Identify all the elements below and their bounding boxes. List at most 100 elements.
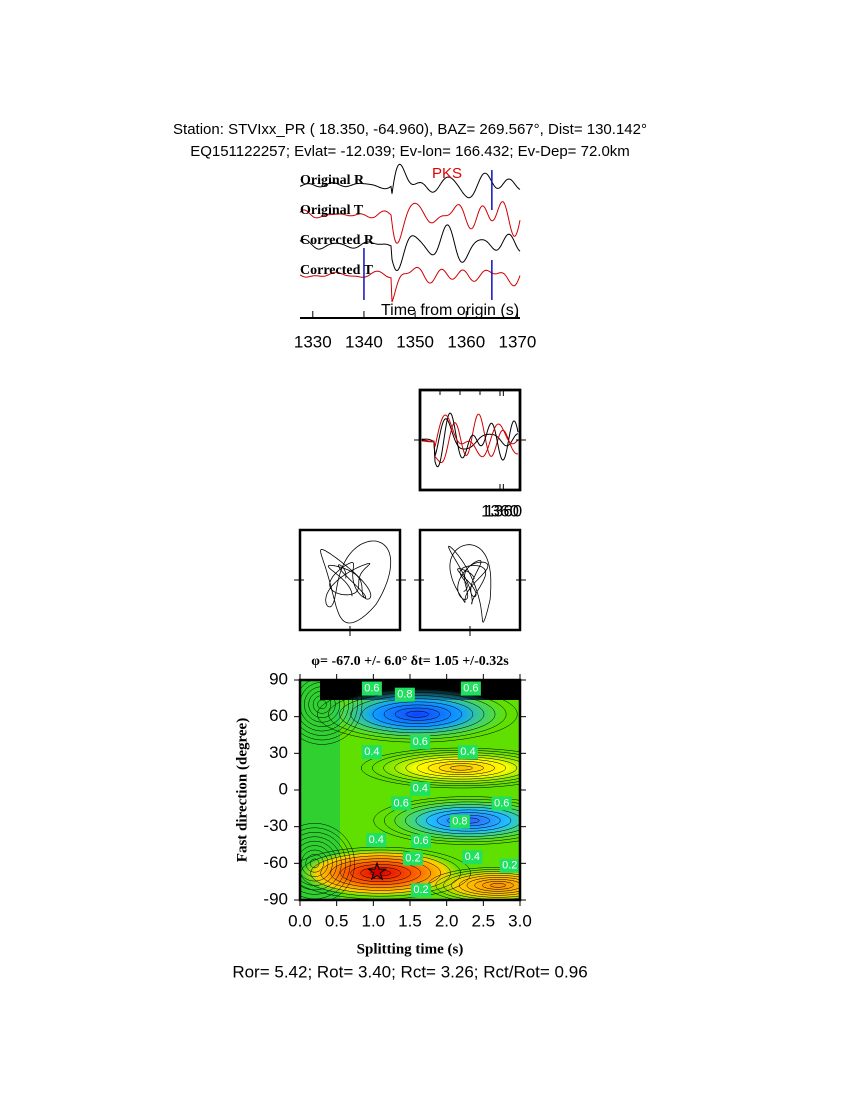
contour-line [300, 823, 355, 900]
y-axis-label: Fast direction (degree) [234, 718, 250, 862]
contour-label: 0.4 [369, 834, 384, 846]
contour-line [415, 806, 520, 835]
x-tick-label: 2.5 [472, 911, 496, 930]
contour-line [373, 796, 520, 845]
particle-motion [448, 544, 492, 623]
y-tick-label: -60 [263, 853, 288, 872]
contour-line [426, 809, 512, 832]
y-tick-label: 60 [269, 706, 288, 725]
contour-label: 0.6 [463, 682, 478, 694]
contour-label-bg [411, 834, 431, 849]
contour-line [317, 699, 327, 710]
contour-line [383, 798, 520, 843]
trace [299, 266, 521, 303]
contour-line [394, 801, 520, 840]
trace [421, 414, 519, 458]
contour-label: 0.8 [452, 816, 467, 828]
x-tick-label: 1370 [499, 332, 537, 351]
y-tick-label: 0 [279, 779, 288, 798]
particle-motion [320, 540, 392, 624]
contour-line [300, 831, 347, 895]
contour-line [320, 855, 441, 891]
x-axis-label: Splitting time (s) [357, 941, 464, 957]
contour-label-bg [457, 745, 478, 760]
x-axis-label: Time from origin (s) [381, 302, 519, 319]
header-line: EQ151122257; Evlat= -12.039; Ev-lon= 166… [190, 143, 630, 160]
contour-line [458, 875, 520, 896]
contour-line [300, 836, 342, 891]
y-tick-label: -90 [263, 889, 288, 908]
contour-line [372, 701, 463, 727]
contour-label: 0.6 [364, 682, 379, 694]
header-line: Station: STVIxx_PR ( 18.350, -64.960), B… [173, 121, 647, 138]
contour-label: 0.6 [494, 797, 509, 809]
contour-label-bg [394, 687, 415, 702]
contour-label: 0.4 [465, 851, 480, 863]
contour-line [309, 858, 320, 869]
trace-label: Corrected T [300, 263, 374, 278]
contour-line [300, 845, 333, 882]
contour-label-bg [361, 681, 382, 696]
contour-line [300, 681, 345, 727]
contour-line [360, 867, 401, 880]
contour-line [482, 881, 514, 890]
contour-label: 0.2 [405, 852, 420, 864]
contour-line [405, 804, 520, 837]
phase-label: PKS [432, 165, 462, 182]
trace [421, 412, 519, 468]
contour-label: 0.4 [413, 783, 428, 795]
trace-label: Original R [300, 173, 365, 188]
contour-label-bg [460, 681, 481, 696]
contour-line [300, 680, 358, 741]
x-tick-label: 1360 [484, 501, 522, 520]
chart-title: φ= -67.0 +/- 6.0° δt= 1.05 +/-0.32s [311, 654, 509, 669]
x-tick-label: 1.5 [398, 911, 422, 930]
contour-line [449, 765, 473, 771]
trace [421, 418, 519, 457]
contour-label-bg [410, 735, 431, 750]
contour-label-bg [410, 781, 431, 796]
contour-label-bg [366, 833, 387, 848]
footer: Ror= 5.42; Rot= 3.40; Rct= 3.26; Rct/Rot… [232, 962, 587, 981]
contour-line [340, 861, 421, 885]
contour-line [300, 840, 338, 886]
contour-line [489, 883, 507, 888]
contour-line [310, 852, 451, 894]
contour-label-bg [449, 814, 470, 829]
contour-line [300, 680, 363, 745]
x-tick-label: 1.0 [362, 911, 386, 930]
contour-label-bg [462, 850, 483, 865]
contour-line [305, 854, 324, 873]
trace [299, 163, 521, 199]
contour-label-bg [411, 883, 431, 898]
x-tick-label: 0.5 [325, 911, 349, 930]
contour-line [330, 858, 431, 888]
contour-label: 0.6 [413, 835, 428, 847]
contour-label-bg [499, 858, 520, 873]
trace-label: Original T [300, 203, 364, 218]
x-tick-label: 2.0 [435, 911, 459, 930]
contour-line [394, 707, 440, 721]
x-tick-label: 3.0 [508, 911, 532, 930]
contour-line [451, 873, 520, 898]
contour-label-bg [361, 745, 382, 760]
contour-blob [371, 750, 520, 786]
contour-label: 0.2 [413, 884, 428, 896]
contour-label-bg [491, 796, 512, 811]
contour-line [405, 710, 429, 718]
contour-label: 0.4 [364, 746, 379, 758]
contour-line [350, 695, 485, 734]
contour-line [301, 849, 329, 877]
x-tick-label: 1360 [447, 332, 485, 351]
contour-blob [327, 688, 508, 741]
x-tick-label: 1350 [396, 332, 434, 351]
contour-line [361, 698, 474, 731]
contour-line [308, 690, 336, 719]
contour-label-bg [391, 796, 412, 811]
x-tick-label: 0.0 [288, 911, 312, 930]
contour-label: 0.6 [413, 736, 428, 748]
contour-line [427, 761, 495, 775]
trace-label: Corrected R [300, 233, 375, 248]
y-tick-label: 90 [269, 669, 288, 688]
